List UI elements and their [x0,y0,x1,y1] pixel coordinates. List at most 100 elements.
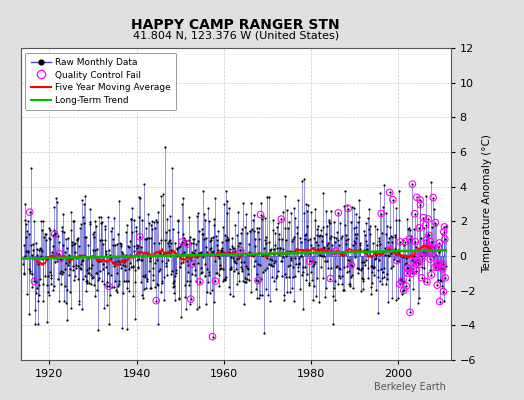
Point [170,290,179,297]
Point [297,239,305,245]
Point [396,239,405,245]
Point [219,266,227,272]
Point [169,280,177,286]
Point [372,255,380,262]
Point [435,298,444,305]
Point [68,239,77,246]
Point [375,238,384,244]
Point [85,206,94,212]
Point [210,216,218,222]
Point [400,287,408,294]
Point [285,248,293,255]
Point [424,232,433,238]
Point [391,297,400,303]
Point [26,209,34,215]
Point [284,263,292,269]
Point [381,280,390,287]
Point [231,248,239,254]
Point [309,262,318,269]
Point [268,273,276,280]
Point [157,192,165,199]
Point [123,222,132,228]
Point [51,231,59,238]
Point [424,246,433,252]
Point [276,258,285,264]
Point [45,292,53,298]
Point [304,250,313,256]
Point [35,282,43,288]
Point [327,233,335,239]
Point [348,242,357,248]
Point [51,230,60,236]
Point [373,225,381,232]
Point [204,279,212,285]
Point [97,214,105,220]
Point [434,249,443,256]
Point [385,253,394,260]
Point [326,235,334,242]
Point [410,259,418,265]
Point [107,272,116,278]
Point [101,223,110,230]
Point [38,227,47,234]
Point [60,283,69,289]
Point [187,296,195,302]
Point [86,281,95,288]
Point [363,246,371,252]
Point [253,271,261,277]
Point [237,265,246,272]
Point [310,282,318,289]
Point [289,204,298,211]
Point [42,236,50,243]
Point [148,265,157,271]
Point [185,282,193,288]
Point [220,201,228,207]
Point [315,247,324,254]
Point [58,228,66,234]
Point [389,196,397,203]
Point [39,298,48,304]
Point [66,266,74,272]
Point [26,209,34,215]
Point [291,261,300,268]
Point [122,278,130,285]
Point [105,283,113,290]
Point [357,264,366,271]
Point [435,240,443,246]
Point [199,253,208,260]
Point [63,235,72,242]
Point [141,274,149,280]
Point [60,229,68,235]
Point [440,224,449,230]
Point [161,144,169,150]
Point [72,262,80,268]
Point [406,236,414,242]
Point [83,277,92,284]
Point [262,286,270,292]
Point [183,241,192,247]
Point [27,284,36,290]
Point [220,277,228,283]
Text: Berkeley Earth: Berkeley Earth [375,382,446,392]
Point [374,310,382,316]
Point [182,278,191,284]
Point [166,237,174,243]
Point [73,237,82,243]
Point [402,216,411,222]
Point [169,283,178,290]
Point [339,251,347,257]
Point [103,283,112,289]
Point [319,223,327,230]
Point [128,229,136,236]
Point [169,283,178,290]
Point [141,285,150,292]
Point [282,289,291,296]
Point [232,260,241,266]
Point [207,236,215,243]
Point [76,225,84,232]
Point [161,250,169,256]
Point [236,247,244,254]
Point [225,284,233,291]
Point [43,273,52,280]
Point [385,189,394,196]
